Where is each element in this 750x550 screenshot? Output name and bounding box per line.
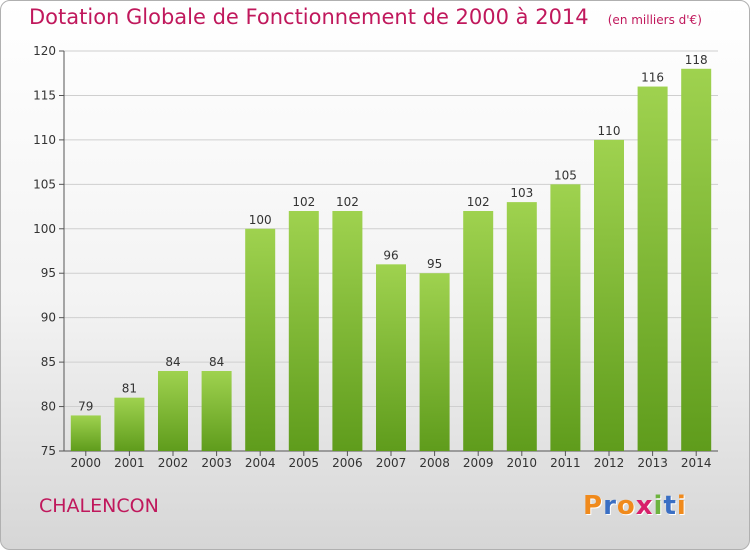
bar	[594, 139, 624, 451]
proxiti-logo: Proxiti	[583, 491, 687, 521]
bar-value-label: 102	[336, 195, 359, 209]
y-tick-label: 120	[33, 44, 56, 58]
logo-letter: P	[583, 491, 604, 521]
bar	[419, 273, 450, 451]
bar	[288, 211, 319, 451]
bar-value-label: 102	[292, 195, 315, 209]
bar-value-label: 105	[554, 168, 577, 182]
bar	[550, 184, 581, 452]
y-tick-label: 75	[41, 444, 56, 458]
bar	[681, 68, 712, 452]
bar-value-label: 116	[641, 71, 664, 85]
y-tick-label: 90	[41, 311, 56, 325]
x-tick-label: 2001	[114, 456, 145, 470]
bar-value-label: 110	[598, 124, 621, 138]
bar	[332, 211, 363, 451]
y-tick-label: 105	[33, 177, 56, 191]
bar-value-label: 95	[427, 257, 442, 271]
x-tick-label: 2013	[637, 456, 668, 470]
y-tick-label: 95	[41, 266, 56, 280]
bar	[376, 264, 406, 451]
bar	[70, 415, 101, 451]
bar-value-label: 102	[467, 195, 490, 209]
bar-value-label: 84	[165, 355, 180, 369]
bar	[114, 397, 145, 451]
x-tick-label: 2005	[289, 456, 320, 470]
bar	[637, 86, 668, 452]
x-tick-label: 2003	[201, 456, 232, 470]
y-tick-label: 80	[41, 400, 56, 414]
bar-value-label: 84	[209, 355, 224, 369]
x-tick-label: 2014	[681, 456, 712, 470]
x-tick-label: 2009	[463, 456, 494, 470]
x-tick-label: 2004	[245, 456, 276, 470]
bar	[506, 202, 537, 451]
chart-title: Dotation Globale de Fonctionnement de 20…	[29, 5, 702, 29]
x-tick-label: 2000	[71, 456, 102, 470]
commune-name: CHALENCON	[39, 495, 159, 517]
bar-value-label: 79	[78, 399, 93, 413]
x-tick-label: 2012	[594, 456, 625, 470]
bar-value-label: 118	[685, 53, 708, 67]
title-text: Dotation Globale de Fonctionnement de 20…	[29, 5, 589, 29]
y-tick-label: 110	[33, 133, 56, 147]
x-tick-label: 2006	[332, 456, 363, 470]
bar-value-label: 103	[510, 186, 533, 200]
bar-value-label: 81	[122, 382, 137, 396]
bar-value-label: 96	[383, 248, 398, 262]
y-tick-label: 85	[41, 355, 56, 369]
y-tick-label: 100	[33, 222, 56, 236]
bar	[463, 211, 494, 451]
x-tick-label: 2007	[376, 456, 407, 470]
x-tick-label: 2010	[507, 456, 538, 470]
bar	[158, 371, 188, 451]
logo-letter: t	[663, 491, 677, 521]
bar	[201, 371, 232, 451]
logo-letter: x	[635, 491, 654, 521]
unit-text: (en milliers d'€)	[607, 13, 702, 27]
y-tick-label: 115	[33, 88, 56, 102]
logo-letter: i	[653, 491, 664, 521]
bar	[245, 228, 276, 451]
logo-letter: r	[603, 491, 617, 521]
x-tick-label: 2011	[550, 456, 581, 470]
logo-letter: i	[676, 491, 687, 521]
x-tick-label: 2008	[419, 456, 450, 470]
x-tick-label: 2002	[158, 456, 189, 470]
logo-letter: o	[616, 491, 636, 521]
bar-value-label: 100	[249, 213, 272, 227]
